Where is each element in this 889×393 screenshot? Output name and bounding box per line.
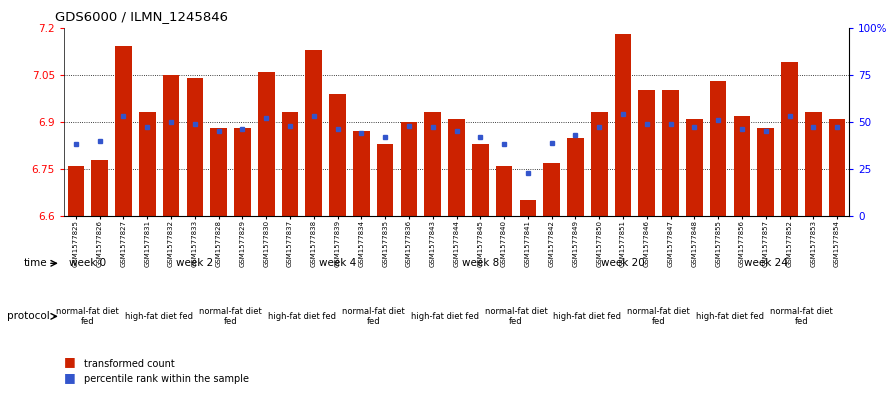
Bar <box>353 131 370 216</box>
Text: transformed count: transformed count <box>84 358 174 369</box>
Bar <box>733 116 750 216</box>
Bar <box>567 138 584 216</box>
Bar <box>92 160 108 216</box>
Text: high-fat diet fed: high-fat diet fed <box>553 312 621 321</box>
Text: week 2: week 2 <box>176 258 213 268</box>
Bar <box>662 90 679 216</box>
Bar <box>211 128 227 216</box>
Text: week 20: week 20 <box>601 258 645 268</box>
Text: GDS6000 / ILMN_1245846: GDS6000 / ILMN_1245846 <box>55 10 228 23</box>
Text: week 0: week 0 <box>69 258 107 268</box>
Bar <box>614 34 631 216</box>
Text: week 4: week 4 <box>319 258 356 268</box>
Bar <box>306 50 322 216</box>
Bar <box>709 81 726 216</box>
Bar <box>543 163 560 216</box>
Text: normal-fat diet
fed: normal-fat diet fed <box>342 307 404 326</box>
Text: normal-fat diet
fed: normal-fat diet fed <box>199 307 262 326</box>
Text: ■: ■ <box>64 355 76 368</box>
Bar <box>377 144 394 216</box>
Bar <box>187 78 204 216</box>
Bar <box>591 112 607 216</box>
Text: high-fat diet fed: high-fat diet fed <box>268 312 336 321</box>
Text: protocol: protocol <box>7 311 50 321</box>
Bar <box>424 112 441 216</box>
Text: normal-fat diet
fed: normal-fat diet fed <box>770 307 833 326</box>
Bar <box>282 112 299 216</box>
Bar <box>448 119 465 216</box>
Bar <box>638 90 655 216</box>
Text: high-fat diet fed: high-fat diet fed <box>125 312 193 321</box>
Text: percentile rank within the sample: percentile rank within the sample <box>84 374 249 384</box>
Bar <box>329 94 346 216</box>
Bar <box>757 128 774 216</box>
Text: week 8: week 8 <box>461 258 499 268</box>
Bar <box>781 62 797 216</box>
Bar <box>234 128 251 216</box>
Bar <box>68 166 84 216</box>
Bar <box>258 72 275 216</box>
Text: high-fat diet fed: high-fat diet fed <box>696 312 764 321</box>
Text: normal-fat diet
fed: normal-fat diet fed <box>56 307 119 326</box>
Bar <box>163 75 180 216</box>
Bar <box>805 112 821 216</box>
Text: ■: ■ <box>64 371 76 384</box>
Text: time: time <box>23 258 47 268</box>
Bar <box>829 119 845 216</box>
Text: week 24: week 24 <box>744 258 788 268</box>
Bar <box>519 200 536 216</box>
Bar <box>472 144 489 216</box>
Text: normal-fat diet
fed: normal-fat diet fed <box>628 307 690 326</box>
Bar <box>116 46 132 216</box>
Bar <box>496 166 512 216</box>
Text: high-fat diet fed: high-fat diet fed <box>411 312 478 321</box>
Bar <box>139 112 156 216</box>
Bar <box>401 122 417 216</box>
Bar <box>686 119 702 216</box>
Text: normal-fat diet
fed: normal-fat diet fed <box>485 307 548 326</box>
